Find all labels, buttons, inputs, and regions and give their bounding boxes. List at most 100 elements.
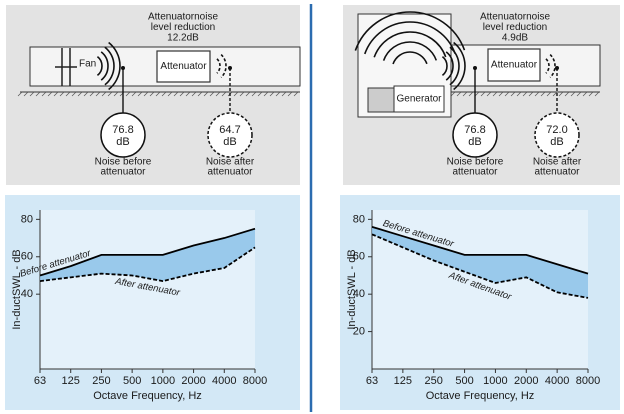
ground-hatch xyxy=(185,91,191,97)
sound-wave xyxy=(549,53,556,79)
x-tick-label: 125 xyxy=(394,375,412,387)
level-unit: dB xyxy=(223,136,236,148)
x-tick-label: 2000 xyxy=(181,375,205,387)
diagram-heading: 4.9dB xyxy=(502,33,528,44)
ground-hatch xyxy=(125,91,131,97)
ground-hatch xyxy=(245,91,251,97)
x-axis-label: Octave Frequency, Hz xyxy=(93,390,202,402)
sound-wave xyxy=(216,58,221,74)
ground-hatch xyxy=(35,91,41,97)
ground-hatch xyxy=(504,91,510,97)
sound-wave xyxy=(441,55,448,77)
sound-wave xyxy=(96,55,103,77)
y-tick-label: 60 xyxy=(353,251,365,263)
attenuator-label: Attenuator xyxy=(491,60,538,71)
ground-hatch xyxy=(179,91,185,97)
attenuator-label: Attenuator xyxy=(160,61,207,72)
ground-hatch xyxy=(576,91,582,97)
sound-wave xyxy=(545,58,550,74)
ground-hatch xyxy=(498,91,504,97)
x-tick-label: 8000 xyxy=(576,375,600,387)
attenuator xyxy=(487,48,541,82)
plot-area xyxy=(40,210,255,369)
level-caption: Noise before xyxy=(95,157,152,168)
ground-hatch xyxy=(251,91,257,97)
ground-hatch xyxy=(113,91,119,97)
ground-hatch xyxy=(29,91,35,97)
ground-hatch xyxy=(59,91,65,97)
x-tick-label: 1000 xyxy=(151,375,175,387)
ground-hatch xyxy=(149,91,155,97)
level-caption: Noise after xyxy=(533,157,582,168)
ground-hatch xyxy=(462,91,468,97)
sound-wave xyxy=(453,41,466,91)
ground-hatch xyxy=(528,91,534,97)
ground-hatch xyxy=(450,91,456,97)
ground-hatch xyxy=(534,91,540,97)
x-tick-label: 4000 xyxy=(212,375,236,387)
level-circle xyxy=(207,112,253,158)
ground-hatch xyxy=(161,91,167,97)
difference-area xyxy=(372,226,588,298)
ground-hatch xyxy=(95,91,101,97)
x-tick-label: 63 xyxy=(366,375,378,387)
x-tick-label: 63 xyxy=(34,375,46,387)
ground-hatch xyxy=(263,91,269,97)
diagram-heading: Attenuatornoise xyxy=(148,12,218,23)
sound-wave xyxy=(392,51,428,65)
ground-hatch xyxy=(215,91,221,97)
ground-hatch xyxy=(293,91,299,97)
sound-wave xyxy=(382,41,438,61)
x-tick-label: 500 xyxy=(123,375,141,387)
ground-hatch xyxy=(510,91,516,97)
series-line xyxy=(371,233,589,299)
sound-wave xyxy=(364,21,456,55)
x-tick-label: 1000 xyxy=(483,375,507,387)
diagram-heading: 12.2dB xyxy=(167,33,199,44)
ground-hatch xyxy=(546,91,552,97)
sound-wave xyxy=(373,31,447,58)
ground-hatch xyxy=(203,91,209,97)
x-tick-label: 8000 xyxy=(243,375,267,387)
level-circle xyxy=(100,112,146,158)
ground-hatch xyxy=(191,91,197,97)
level-caption: attenuator xyxy=(100,167,146,178)
ground-hatch xyxy=(269,91,275,97)
ground-hatch xyxy=(492,91,498,97)
ground-hatch xyxy=(456,91,462,97)
ground-hatch xyxy=(239,91,245,97)
y-tick-label: 20 xyxy=(353,325,365,337)
ground-hatch xyxy=(564,91,570,97)
ground-hatch xyxy=(65,91,71,97)
ground-hatch xyxy=(41,91,47,97)
level-caption: attenuator xyxy=(534,167,580,178)
level-value: 76.8 xyxy=(112,124,133,136)
y-tick-label: 40 xyxy=(353,288,365,300)
x-tick-label: 250 xyxy=(425,375,443,387)
level-circle xyxy=(534,112,580,158)
ground-hatch xyxy=(233,91,239,97)
ground-hatch xyxy=(137,91,143,97)
level-unit: dB xyxy=(116,136,129,148)
ground-hatch xyxy=(155,91,161,97)
level-caption: attenuator xyxy=(207,167,253,178)
generator xyxy=(393,85,445,113)
level-caption: attenuator xyxy=(452,167,498,178)
level-unit: dB xyxy=(550,136,563,148)
attenuator xyxy=(156,50,211,83)
ground-hatch xyxy=(221,91,227,97)
ground-hatch xyxy=(594,91,600,97)
level-caption: Noise after xyxy=(206,157,255,168)
ground-hatch xyxy=(552,91,558,97)
y-axis-label: In-ductSWL - dB xyxy=(346,249,358,329)
level-value: 72.0 xyxy=(546,124,567,136)
ground-hatch xyxy=(281,91,287,97)
ground-hatch xyxy=(47,91,53,97)
ground-hatch xyxy=(275,91,281,97)
ground-hatch xyxy=(588,91,594,97)
y-tick-label: 80 xyxy=(353,213,365,225)
diagram-heading: level reduction xyxy=(151,22,215,33)
ground-hatch xyxy=(516,91,522,97)
series-line xyxy=(39,246,256,283)
